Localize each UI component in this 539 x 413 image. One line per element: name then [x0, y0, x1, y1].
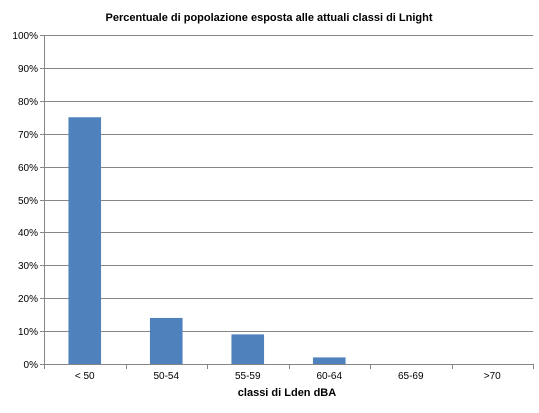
bars — [68, 117, 346, 364]
bar — [231, 334, 265, 364]
y-tick-label: 70% — [18, 130, 38, 141]
chart-title: Percentuale di popolazione esposta alle … — [105, 12, 432, 24]
y-tick-label: 30% — [18, 261, 38, 272]
x-tick-label: 55-59 — [235, 371, 261, 382]
y-axis-tick-labels: 0% 10% 20% 30% 40% 50% 60% 70% 80% 90% 100% — [12, 31, 38, 371]
y-tick-label: 50% — [18, 196, 38, 207]
bar — [312, 357, 346, 364]
y-tick-label: 40% — [18, 228, 38, 239]
y-tick-label: 60% — [18, 163, 38, 174]
x-tick-label: 60-64 — [316, 371, 342, 382]
y-tick-label: 80% — [18, 97, 38, 108]
y-tick-label: 90% — [18, 64, 38, 75]
x-tick-label: >70 — [484, 371, 501, 382]
bar — [68, 117, 102, 364]
gridlines — [44, 35, 533, 332]
axes — [40, 35, 534, 369]
y-tick-label: 20% — [18, 294, 38, 305]
y-tick-label: 100% — [12, 31, 38, 42]
bar — [149, 317, 183, 364]
x-tick-label: 65-69 — [398, 371, 424, 382]
x-axis-title: classi di Lden dBA — [238, 387, 336, 399]
x-axis-tick-labels: < 50 50-54 55-59 60-64 65-69 >70 — [75, 371, 501, 382]
y-tick-label: 0% — [24, 360, 39, 371]
x-tick-label: < 50 — [75, 371, 95, 382]
x-tick-label: 50-54 — [153, 371, 179, 382]
y-tick-label: 10% — [18, 327, 38, 338]
